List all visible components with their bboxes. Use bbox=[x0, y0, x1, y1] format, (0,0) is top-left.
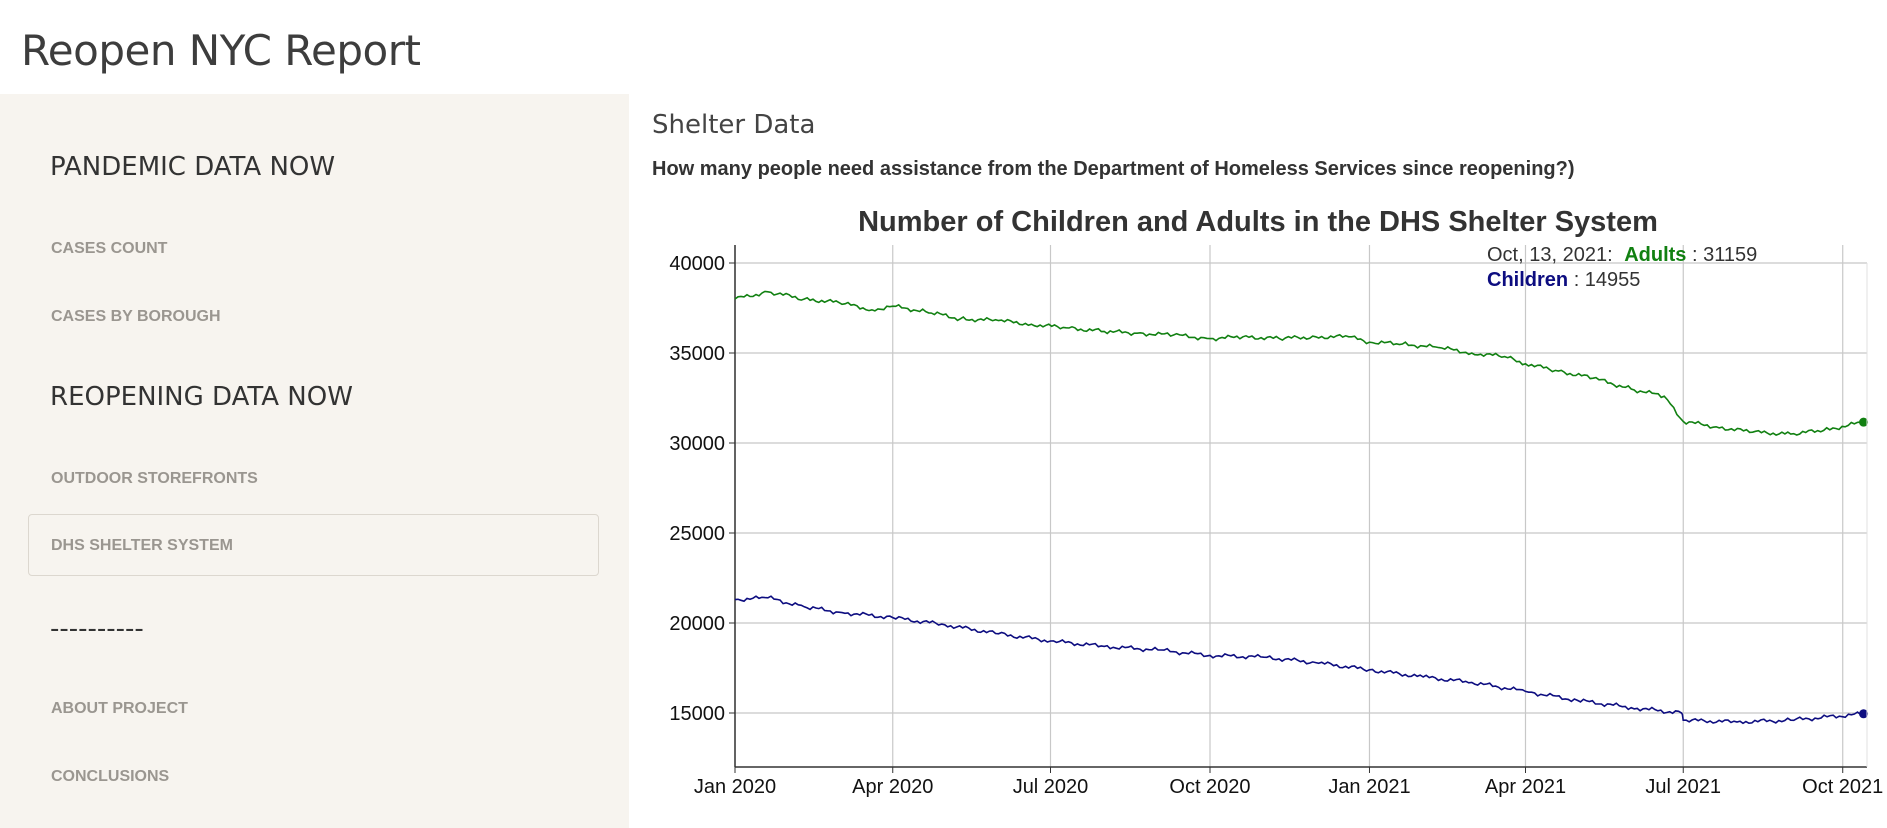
tooltip-children-label: Children bbox=[1487, 269, 1568, 291]
x-tick-label: Apr 2021 bbox=[1485, 776, 1566, 798]
x-tick-label: Oct 2021 bbox=[1802, 776, 1883, 798]
x-axis: Jan 2020 Apr 2020 Jul 2020 Oct 2020 Jan 2021… bbox=[694, 767, 1883, 798]
tooltip-adults-label: Adults bbox=[1624, 244, 1686, 266]
x-tick-label: Jul 2020 bbox=[1013, 776, 1089, 798]
series-line-children bbox=[734, 595, 1864, 725]
y-axis: 15000 20000 25000 30000 35000 40000 bbox=[669, 253, 735, 725]
svg-text:Oct, 13, 2021: Adults: Oct, 13, 2021: Adults : 31159 bbox=[1487, 244, 1757, 266]
svg-text:Children : 14955: Children : 14955 bbox=[1487, 269, 1640, 291]
chart-title: Number of Children and Adults in the DHS… bbox=[858, 206, 1658, 238]
hover-point-children[interactable] bbox=[1859, 709, 1869, 719]
sidebar-item-dhs-shelter-system[interactable]: DHS SHELTER SYSTEM bbox=[28, 514, 599, 576]
tooltip-adults-value: : 31159 bbox=[1692, 244, 1757, 266]
sidebar-heading-reopening: REOPENING DATA NOW bbox=[50, 382, 353, 412]
x-tick-label: Jul 2021 bbox=[1645, 776, 1721, 798]
shelter-line-chart[interactable]: Number of Children and Adults in the DHS… bbox=[629, 195, 1887, 828]
series-line-adults bbox=[734, 290, 1864, 436]
sidebar-item-cases-by-borough[interactable]: CASES BY BOROUGH bbox=[51, 308, 221, 325]
y-tick-label: 40000 bbox=[669, 253, 725, 275]
x-tick-label: Jan 2021 bbox=[1328, 776, 1410, 798]
sidebar-item-cases-count[interactable]: CASES COUNT bbox=[51, 240, 168, 257]
chart-grid bbox=[734, 245, 1867, 767]
sidebar-item-label: DHS SHELTER SYSTEM bbox=[51, 537, 233, 554]
y-tick-label: 30000 bbox=[669, 433, 725, 455]
y-tick-label: 35000 bbox=[669, 343, 725, 365]
page-title: Reopen NYC Report bbox=[21, 26, 421, 75]
sidebar-item-about-project[interactable]: ABOUT PROJECT bbox=[51, 700, 188, 717]
x-tick-label: Oct 2020 bbox=[1169, 776, 1250, 798]
y-tick-label: 15000 bbox=[669, 703, 725, 725]
sidebar-item-outdoor-storefronts[interactable]: OUTDOOR STOREFRONTS bbox=[51, 470, 258, 487]
y-tick-label: 25000 bbox=[669, 523, 725, 545]
sidebar-item-conclusions[interactable]: CONCLUSIONS bbox=[51, 768, 170, 785]
series-layer bbox=[734, 263, 1869, 767]
section-title: Shelter Data bbox=[652, 110, 816, 140]
hover-tooltip: Oct, 13, 2021: Adults : 31159 Children :… bbox=[1487, 244, 1757, 291]
sidebar-heading-pandemic: PANDEMIC DATA NOW bbox=[50, 152, 336, 182]
hover-point-adults[interactable] bbox=[1859, 417, 1869, 427]
x-tick-label: Jan 2020 bbox=[694, 776, 776, 798]
section-question: How many people need assistance from the… bbox=[652, 158, 1575, 180]
tooltip-children-value: : 14955 bbox=[1574, 269, 1641, 291]
y-tick-label: 20000 bbox=[669, 613, 725, 635]
sidebar-divider: ---------- bbox=[50, 614, 144, 644]
tooltip-date: Oct, 13, 2021: bbox=[1487, 244, 1613, 266]
sidebar-nav: PANDEMIC DATA NOW CASES COUNT CASES BY B… bbox=[0, 94, 629, 828]
x-tick-label: Apr 2020 bbox=[852, 776, 933, 798]
